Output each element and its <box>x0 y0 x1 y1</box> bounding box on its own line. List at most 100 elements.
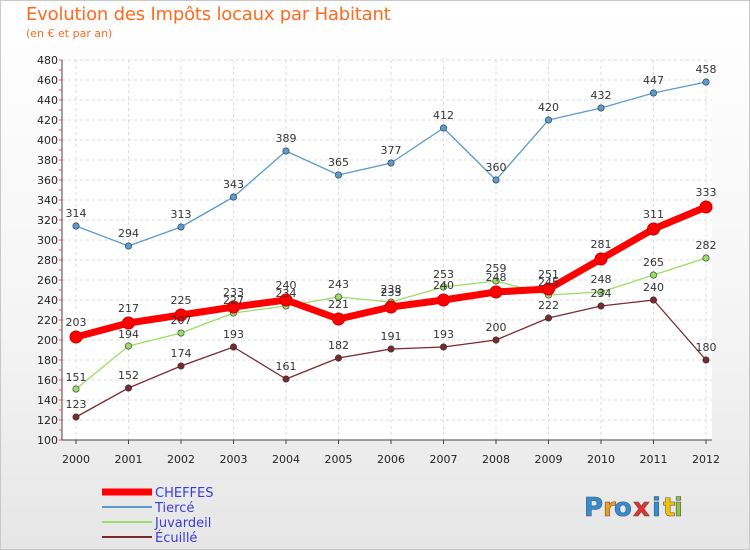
data-label: 248 <box>591 273 612 286</box>
data-label: 222 <box>538 299 559 312</box>
y-tick-label: 460 <box>37 74 58 87</box>
logo-letter: o <box>614 493 632 523</box>
data-label: 191 <box>381 330 402 343</box>
data-point <box>649 89 657 97</box>
data-label: 458 <box>696 63 717 76</box>
data-point <box>489 285 503 299</box>
y-tick-label: 400 <box>37 134 58 147</box>
logo-letter: r <box>603 493 616 523</box>
data-point <box>647 222 660 236</box>
logo-letter: i <box>674 493 683 523</box>
data-label: 432 <box>591 89 612 102</box>
x-tick-label: 2007 <box>430 453 458 466</box>
logo-letter: x <box>633 493 650 523</box>
data-label: 251 <box>538 268 559 281</box>
data-point <box>125 342 133 350</box>
data-point <box>334 354 342 362</box>
data-point <box>72 385 80 393</box>
data-label: 360 <box>486 161 507 174</box>
y-tick-label: 480 <box>37 54 58 67</box>
data-point <box>544 116 552 124</box>
data-point <box>702 254 710 262</box>
data-label: 123 <box>66 398 87 411</box>
legend-label: Tiercé <box>154 501 194 516</box>
y-tick-label: 320 <box>37 214 58 227</box>
data-point <box>597 302 605 310</box>
data-label: 240 <box>276 279 297 292</box>
data-label: 253 <box>433 268 454 281</box>
x-tick-label: 2012 <box>692 453 720 466</box>
logo-letter: P <box>584 493 603 523</box>
x-tick-label: 2006 <box>377 453 405 466</box>
data-label: 182 <box>328 339 349 352</box>
data-point <box>177 362 185 370</box>
data-label: 447 <box>643 74 664 87</box>
data-point <box>334 171 342 179</box>
data-label: 217 <box>118 302 139 315</box>
data-label: 389 <box>276 132 297 145</box>
y-tick-label: 360 <box>37 174 58 187</box>
data-point <box>649 296 657 304</box>
y-tick-label: 380 <box>37 154 58 167</box>
data-label: 233 <box>381 286 402 299</box>
y-tick-label: 260 <box>37 274 58 287</box>
data-point <box>177 223 185 231</box>
data-label: 234 <box>276 287 297 300</box>
y-tick-label: 180 <box>37 354 58 367</box>
data-label: 225 <box>171 294 192 307</box>
data-point <box>702 356 710 364</box>
data-point <box>282 147 290 155</box>
data-point <box>597 104 605 112</box>
data-point <box>230 193 238 201</box>
data-label: 281 <box>591 238 612 251</box>
legend-label: Juvardeil <box>154 516 211 531</box>
x-tick-label: 2004 <box>272 453 300 466</box>
data-point <box>72 222 80 230</box>
data-label: 200 <box>486 321 507 334</box>
data-label: 194 <box>118 328 139 341</box>
x-tick-label: 2001 <box>115 453 143 466</box>
data-label: 161 <box>276 360 297 373</box>
data-point <box>594 252 608 266</box>
x-tick-label: 2010 <box>587 453 615 466</box>
data-point <box>387 345 395 353</box>
series-layer <box>69 78 713 421</box>
data-point <box>439 343 447 351</box>
data-label: 234 <box>591 287 612 300</box>
data-label: 152 <box>118 369 139 382</box>
y-tick-label: 220 <box>37 314 58 327</box>
data-point <box>597 288 605 296</box>
x-tick-label: 2005 <box>325 453 353 466</box>
data-point <box>69 330 83 344</box>
y-tick-label: 340 <box>37 194 58 207</box>
data-label: 151 <box>66 371 87 384</box>
y-tick-label: 200 <box>37 334 58 347</box>
data-label: 377 <box>381 144 402 157</box>
axes: 100 120 140 160 180 200 220 240 260 280 300 320 340 3… <box>37 54 720 466</box>
data-label: 259 <box>486 262 507 275</box>
data-point <box>649 271 657 279</box>
data-label: 265 <box>643 256 664 269</box>
series-tierc <box>72 78 710 250</box>
data-label: 365 <box>328 156 349 169</box>
x-tick-label: 2002 <box>167 453 195 466</box>
data-point <box>492 277 500 285</box>
data-point <box>282 375 290 383</box>
data-label: 227 <box>223 294 244 307</box>
data-label: 412 <box>433 109 454 122</box>
data-label: 343 <box>223 178 244 191</box>
data-label: 203 <box>66 316 87 329</box>
x-tick-label: 2008 <box>482 453 510 466</box>
data-point <box>125 242 133 250</box>
data-label: 221 <box>328 298 349 311</box>
data-point <box>439 124 447 132</box>
data-point <box>384 300 398 314</box>
chart-subtitle: (en € et par an) <box>26 27 113 40</box>
series-cuill <box>72 296 710 421</box>
y-tick-label: 440 <box>37 94 58 107</box>
data-point <box>279 293 293 307</box>
data-point <box>439 283 447 291</box>
